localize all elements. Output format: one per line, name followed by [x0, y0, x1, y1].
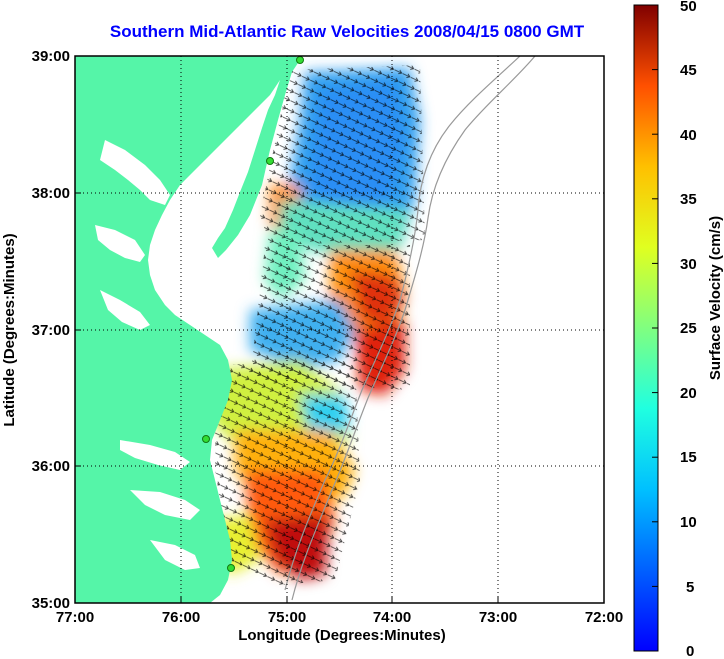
x-tick-label: 76:00 [162, 609, 200, 626]
colorbar-tick-label: 20 [680, 385, 697, 402]
x-tick-label: 72:00 [585, 609, 623, 626]
colorbar-tick-label: 30 [680, 256, 697, 273]
station-marker [227, 564, 235, 572]
x-tick-label: 75:00 [268, 609, 306, 626]
y-tick-label: 36:00 [32, 458, 70, 475]
colorbar-tick-label: 5 [686, 579, 694, 596]
colorbar-tick-label: 0 [686, 643, 694, 659]
x-tick-labels: 77:00 76:00 75:00 74:00 73:00 72:00 [56, 609, 623, 626]
colorbar-tick-label: 50 [680, 0, 697, 15]
x-axis-label: Longitude (Degrees:Minutes) [238, 627, 446, 644]
x-tick-label: 74:00 [373, 609, 411, 626]
y-tick-label: 38:00 [32, 185, 70, 202]
x-tick-label: 77:00 [56, 609, 94, 626]
colorbar-tick-label: 10 [680, 514, 697, 531]
colorbar-tick-labels: 50 45 40 35 30 25 20 15 10 5 0 [680, 0, 697, 659]
colorbar-tick-label: 45 [680, 62, 697, 79]
y-axis-label: Latitude (Degrees:Minutes) [1, 233, 18, 426]
y-tick-label: 39:00 [32, 48, 70, 65]
station-marker [296, 56, 304, 64]
station-marker [266, 157, 274, 165]
station-marker [202, 435, 210, 443]
graticule [75, 56, 604, 603]
colorbar-tick-label: 25 [680, 320, 697, 337]
colorbar-label: Surface Velocity (cm/s) [707, 216, 724, 380]
radar-stations [202, 56, 304, 572]
colorbar-tick-label: 40 [680, 127, 697, 144]
chart-title: Southern Mid-Atlantic Raw Velocities 200… [109, 22, 585, 41]
x-tick-label: 73:00 [479, 609, 517, 626]
colorbar-tick-label: 35 [680, 191, 697, 208]
y-tick-label: 37:00 [32, 322, 70, 339]
colorbar-tick-label: 15 [680, 449, 697, 466]
y-tick-label: 35:00 [32, 595, 70, 612]
y-tick-labels: 39:00 38:00 37:00 36:00 35:00 [32, 48, 70, 612]
bathymetry-contours [284, 56, 536, 601]
